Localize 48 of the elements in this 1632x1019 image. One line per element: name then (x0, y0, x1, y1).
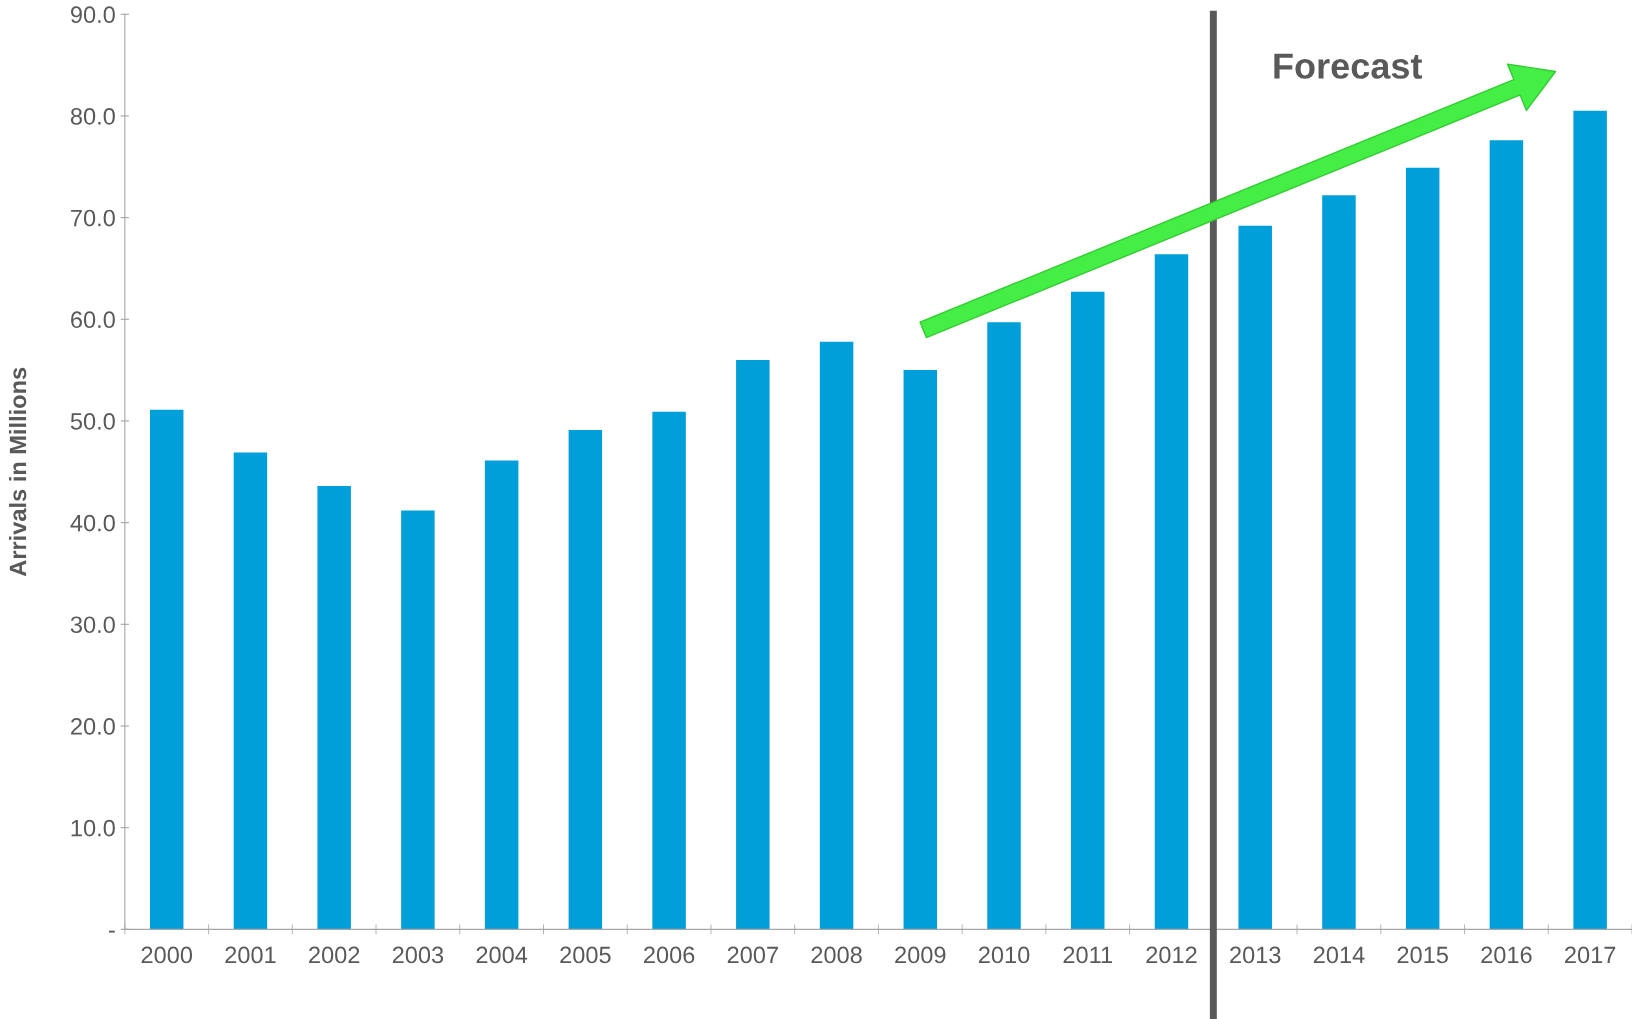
bar (987, 322, 1021, 930)
y-tick-label: 20.0 (71, 718, 115, 735)
x-tick-label: 2012 (1146, 946, 1197, 964)
bar (317, 486, 351, 930)
x-tick-label: 2007 (727, 946, 778, 964)
bar (484, 460, 519, 930)
bar (652, 411, 686, 930)
x-tick-label: 2015 (1397, 946, 1448, 964)
bar (401, 510, 435, 930)
x-tick-label: 2006 (644, 946, 695, 964)
bar (1573, 110, 1607, 930)
bar (149, 409, 184, 930)
y-axis-title: Arrivals in Millions (8, 367, 27, 577)
x-tick-label: 2010 (978, 946, 1030, 964)
y-tick-label: 50.0 (70, 413, 115, 430)
x-tick-label: 2008 (811, 946, 862, 964)
x-tick-label: 2013 (1230, 946, 1281, 964)
x-tick-label: 2009 (895, 946, 946, 964)
bar (1238, 225, 1272, 930)
annotation: Forecast (1274, 53, 1423, 79)
x-tick-label: 2000 (141, 946, 193, 964)
x-tick-label: 2002 (309, 946, 360, 964)
x-tick-label: 2011 (1063, 946, 1112, 964)
y-tick-label: 10.0 (71, 819, 115, 837)
y-tick-label: 30.0 (70, 616, 115, 634)
x-tick-label: 2001 (225, 946, 276, 964)
y-tick-label: 70.0 (71, 209, 115, 227)
bar (1322, 195, 1356, 930)
y-tick-label: 40.0 (70, 514, 115, 532)
x-tick-label: 2014 (1313, 946, 1365, 964)
y-tick-label: - (109, 930, 115, 933)
x-tick-label: 2005 (560, 946, 611, 964)
x-tick-label: 2003 (392, 946, 444, 964)
y-tick-label: 60.0 (71, 311, 115, 329)
bar (903, 370, 938, 930)
bar (736, 359, 770, 930)
bar (819, 341, 854, 930)
bar (568, 430, 603, 930)
bar (1405, 167, 1440, 930)
bar (1071, 291, 1105, 930)
bar (1154, 254, 1189, 930)
bar (1489, 140, 1524, 930)
x-tick-label: 2016 (1481, 946, 1532, 964)
x-tick-label: 2004 (476, 946, 528, 964)
y-tick-label: 90.0 (70, 6, 115, 24)
bar (233, 452, 268, 930)
y-tick-label: 80.0 (70, 108, 115, 125)
x-tick-label: 2017 (1565, 946, 1616, 964)
